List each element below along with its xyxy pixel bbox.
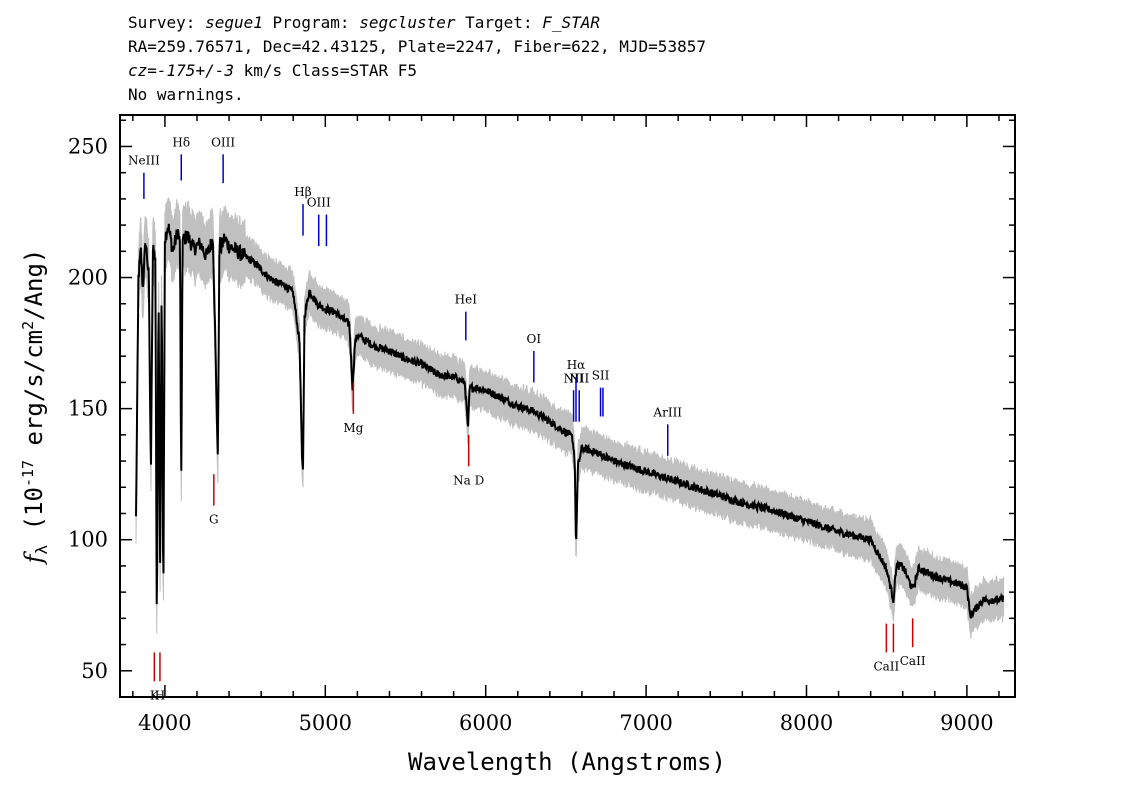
line-label: Na D: [453, 473, 484, 487]
line-label: Hα: [567, 358, 586, 372]
survey-label: Survey:: [128, 13, 206, 32]
x-axis-title: Wavelength (Angstroms): [408, 748, 726, 776]
line-label: OIII: [211, 135, 235, 149]
line-label: H: [155, 688, 165, 702]
line-label: G: [209, 513, 219, 527]
line-label: HeI: [455, 293, 478, 307]
flux-line: [135, 223, 1005, 619]
error-band: [135, 197, 1005, 639]
y-axis-title: fλ (10-17 erg/s/cm2/Ang): [19, 249, 51, 566]
line-label: Mg: [343, 421, 363, 435]
header-line-3: cz=-175+/-3 km/s Class=STAR F5: [128, 62, 417, 80]
y-ticks: 50 100 150 200 250: [68, 119, 1015, 683]
x-tick-label: 8000: [780, 711, 833, 735]
x-tick-label: 4000: [138, 711, 191, 735]
program-value: segcluster: [359, 13, 456, 32]
line-label: OIII: [307, 196, 331, 210]
target-value: F_STAR: [542, 13, 601, 32]
line-label: NeIII: [128, 154, 160, 168]
line-label: Hδ: [172, 135, 190, 149]
plot-frame: [119, 114, 1016, 698]
x-tick-label: 9000: [940, 711, 993, 735]
line-label: SII: [592, 369, 610, 383]
y-tick-label: 100: [68, 528, 108, 552]
cz-value: -175+/-3: [156, 61, 234, 80]
line-label: CaII: [873, 659, 899, 673]
cz-label: cz=: [128, 61, 157, 80]
x-ticks: 4000 5000 6000 7000 8000 9000: [132, 115, 1000, 735]
y-tick-label: 250: [68, 134, 108, 158]
x-tick-label: 6000: [459, 711, 512, 735]
header-line-4: No warnings.: [128, 85, 244, 104]
header-line-1: Survey: segue1 Program: segcluster Targe…: [128, 14, 600, 32]
line-label: OI: [527, 332, 542, 346]
line-label: CaII: [900, 654, 926, 668]
x-tick-label: 5000: [299, 711, 352, 735]
line-label: ArIII: [652, 405, 682, 419]
header-line-2: RA=259.76571, Dec=42.43125, Plate=2247, …: [128, 37, 706, 56]
line-label: NII: [569, 371, 589, 385]
y-tick-label: 150: [68, 397, 108, 421]
target-label: Target:: [455, 13, 543, 32]
x-tick-label: 7000: [619, 711, 672, 735]
line-label: NII: [564, 371, 584, 385]
y-tick-label: 200: [68, 266, 108, 290]
program-label: Program:: [262, 13, 360, 32]
line-label: K: [150, 688, 160, 702]
cz-rest: km/s Class=STAR F5: [233, 61, 417, 80]
survey-value: segue1: [205, 13, 263, 32]
line-label: Hβ: [294, 185, 311, 199]
y-tick-label: 50: [81, 659, 108, 683]
